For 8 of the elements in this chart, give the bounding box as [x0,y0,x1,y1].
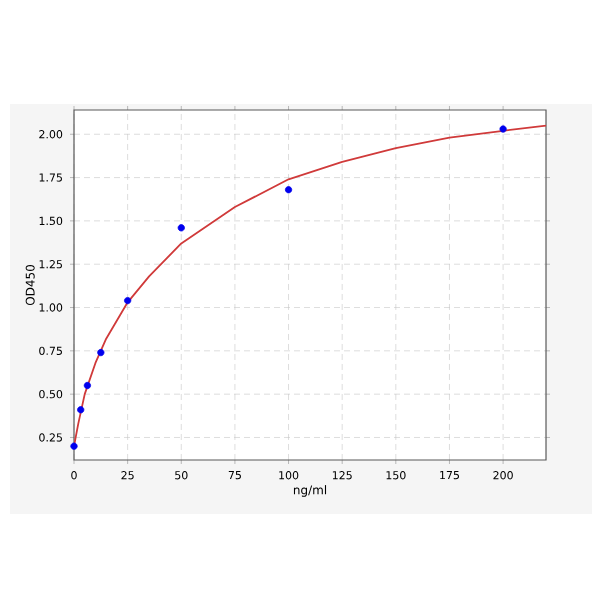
point [77,406,85,414]
point [177,224,185,232]
point [284,186,293,194]
point [70,442,78,450]
point [97,348,105,357]
point [124,296,132,305]
point [83,381,92,390]
point [499,125,507,133]
